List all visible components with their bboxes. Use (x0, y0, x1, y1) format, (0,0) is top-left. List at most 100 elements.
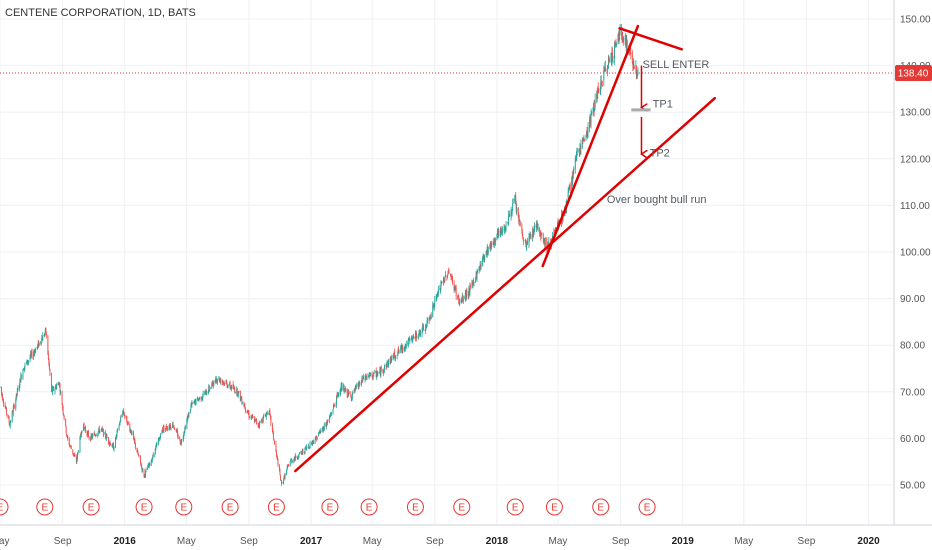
candle-body (403, 348, 405, 351)
candle-body (428, 317, 430, 322)
candle-body (297, 458, 299, 459)
candle-body (112, 443, 113, 448)
candle-body (183, 432, 185, 434)
candle-body (390, 357, 391, 362)
candle-body (348, 393, 350, 395)
x-tick-label: May (177, 536, 196, 547)
candle-body (53, 386, 54, 391)
candle-body (154, 453, 156, 456)
candle-body (611, 52, 613, 63)
candle-body (134, 441, 136, 444)
candle-body (464, 296, 466, 298)
candle-body (421, 331, 423, 335)
candle-body (131, 431, 133, 435)
x-tick-label: 2019 (672, 536, 695, 547)
candle-body (283, 475, 285, 480)
candle-body (585, 135, 587, 141)
candle-body (104, 431, 106, 437)
candle-body (12, 407, 14, 414)
candle-body (478, 267, 480, 271)
candle-body (476, 275, 477, 278)
x-tick-label: Sep (240, 536, 258, 547)
candle-body (354, 389, 356, 392)
candle-body (237, 394, 239, 396)
earnings-marker: E (221, 498, 239, 516)
candle-body (293, 458, 295, 462)
candle-body (490, 241, 492, 249)
candle-body (229, 383, 231, 385)
candle-body (63, 413, 65, 416)
candle-body (313, 441, 315, 444)
candle-body (144, 474, 146, 476)
candle-body (254, 418, 256, 423)
candle-body (231, 385, 233, 390)
candle-body (618, 35, 620, 42)
candle-body (13, 404, 15, 408)
candle-body (65, 418, 67, 426)
candle-body (529, 236, 530, 238)
earnings-circle (82, 498, 100, 516)
y-tick-label: 150.00 (900, 15, 931, 26)
candle-body (322, 427, 324, 430)
candle-body (517, 208, 519, 217)
candle-body (197, 398, 199, 402)
x-tick-label: 2017 (300, 536, 323, 547)
candle-body (277, 460, 279, 467)
candle-body (596, 92, 598, 100)
candle-body (47, 335, 49, 355)
candle-body (137, 451, 139, 455)
candle-body (397, 353, 399, 355)
candle-body (393, 352, 395, 359)
candle-body (109, 442, 110, 445)
candle-body (214, 379, 216, 382)
candle-body (582, 141, 584, 142)
candle-body (511, 209, 513, 213)
candle-body (464, 292, 466, 298)
candle-body (394, 357, 396, 358)
candle-body (482, 254, 484, 258)
candle-body (247, 411, 249, 414)
candle-body (382, 371, 384, 373)
chart-title: CENTENE CORPORATION, 1D, BATS (5, 7, 196, 19)
candle-body (105, 437, 107, 439)
candle-body (567, 191, 569, 202)
candle-body (104, 432, 106, 435)
candle-body (281, 480, 282, 484)
time-scale[interactable]: May Sep 2016 May Sep 2017 May Sep 2018 May Sep 2019… (0, 524, 932, 547)
candle-body (49, 368, 51, 375)
candle-body (201, 398, 203, 400)
candle-body (70, 447, 72, 449)
candle-body (116, 430, 118, 435)
candle-body (448, 271, 449, 273)
earnings-circle (360, 498, 378, 516)
candle-body (2, 395, 3, 400)
candle-body (166, 426, 167, 429)
candle-body (27, 361, 29, 364)
candle-body (297, 456, 299, 459)
candle-body (77, 451, 79, 453)
candle-body (204, 393, 206, 395)
candle-body (516, 208, 518, 212)
candle-body (340, 390, 342, 393)
candle-body (283, 480, 285, 484)
earnings-circle (36, 498, 54, 516)
candle-body (587, 127, 589, 138)
candle-body (152, 455, 154, 459)
candle-body (316, 436, 318, 440)
candle-body (514, 198, 516, 201)
candle-body (56, 383, 58, 386)
candle-body (26, 359, 28, 364)
candle-body (466, 290, 468, 296)
candle-body (590, 113, 592, 124)
candle-body (359, 384, 361, 385)
candle-body (365, 375, 367, 378)
y-tick-label: 80.00 (900, 341, 925, 352)
candle-body (6, 413, 8, 416)
candle-body (127, 422, 129, 425)
candle-body (523, 240, 525, 241)
candle-body (45, 327, 47, 332)
candle-body (257, 422, 259, 426)
candle-body (35, 348, 37, 354)
candle-body (272, 430, 274, 432)
